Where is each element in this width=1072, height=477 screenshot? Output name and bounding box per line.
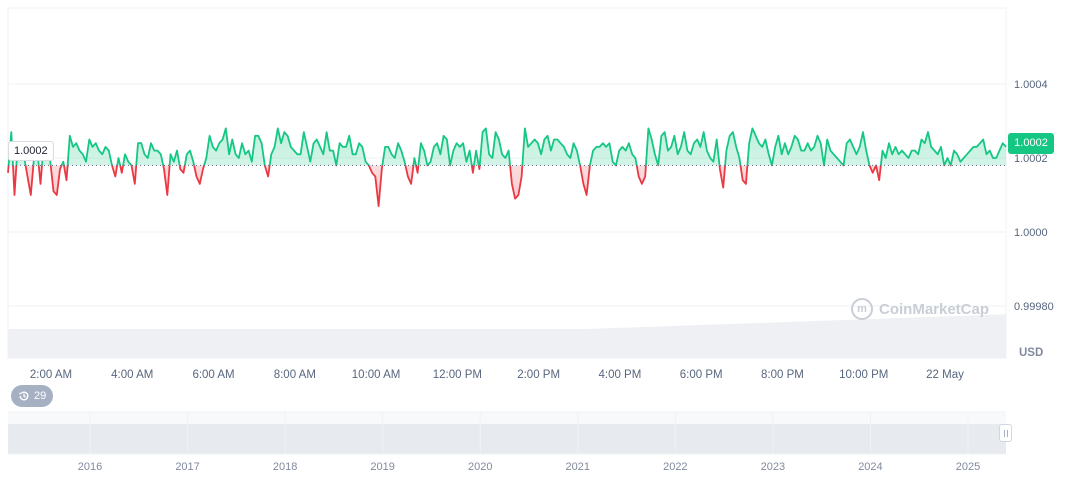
reference-price-badge: 1.0002 — [8, 141, 54, 161]
x-tick-label: 2:00 PM — [517, 369, 560, 381]
y-axis: 1.0004 1.0002 1.0000 0.99980 — [1014, 79, 1054, 313]
y-tick-label: 1.0002 — [1014, 153, 1048, 165]
x-tick-label: 6:00 AM — [192, 369, 234, 381]
volume-bars — [8, 314, 1006, 358]
time-navigator[interactable] — [8, 411, 1006, 455]
navigator-tick-label: 2021 — [566, 461, 590, 473]
y-tick-label: 1.0000 — [1014, 227, 1048, 239]
price-lines — [7, 127, 1007, 207]
navigator-tick-label: 2019 — [370, 461, 394, 473]
x-tick-label: 6:00 PM — [680, 369, 723, 381]
navigator-tick-label: 2016 — [78, 461, 102, 473]
history-button[interactable]: 29 — [11, 385, 54, 407]
navigator-series-area — [8, 424, 1006, 454]
y-tick-label: 0.99980 — [1014, 301, 1054, 313]
navigator-axis: 2016 2017 2018 2019 2020 2021 2022 2023 2024 2025 — [78, 412, 980, 473]
watermark-text: CoinMarketCap — [879, 300, 990, 318]
navigator-handle[interactable] — [999, 424, 1012, 442]
currency-label: USD — [1019, 347, 1044, 359]
x-tick-label: 4:00 AM — [111, 369, 153, 381]
x-tick-label: 8:00 PM — [761, 369, 804, 381]
coinmarketcap-watermark: m CoinMarketCap — [851, 298, 989, 320]
up-area-fill — [8, 128, 1006, 166]
history-icon — [19, 391, 29, 401]
x-tick-label: 10:00 AM — [352, 369, 401, 381]
navigator-tick-label: 2020 — [468, 461, 492, 473]
navigator-tick-label: 2024 — [858, 461, 882, 473]
x-tick-label: 12:00 PM — [433, 369, 482, 381]
navigator-tick-label: 2022 — [663, 461, 687, 473]
x-tick-label: 22 May — [926, 369, 964, 381]
grid-lines — [8, 83, 1006, 307]
price-fills — [8, 128, 1006, 207]
y-tick-label: 1.0004 — [1014, 79, 1048, 91]
price-line-up — [7, 127, 1007, 166]
navigator-tick-label: 2023 — [761, 461, 785, 473]
coinmarketcap-logo-icon: m — [851, 298, 873, 320]
history-count: 29 — [34, 390, 47, 402]
navigator-tick-label: 2017 — [175, 461, 199, 473]
price-line-down — [7, 165, 952, 207]
current-price-badge: 1.0002 — [1008, 133, 1054, 154]
x-tick-label: 10:00 PM — [839, 369, 888, 381]
navigator-tick-label: 2025 — [956, 461, 980, 473]
navigator-tick-label: 2018 — [273, 461, 297, 473]
x-axis: 2:00 AM 4:00 AM 6:00 AM 8:00 AM 10:00 AM 12:0… — [30, 369, 964, 381]
down-area-fill — [8, 165, 1006, 207]
x-tick-label: 2:00 AM — [30, 369, 72, 381]
x-tick-label: 4:00 PM — [598, 369, 641, 381]
volume-area — [8, 314, 1006, 358]
x-tick-label: 8:00 AM — [274, 369, 316, 381]
